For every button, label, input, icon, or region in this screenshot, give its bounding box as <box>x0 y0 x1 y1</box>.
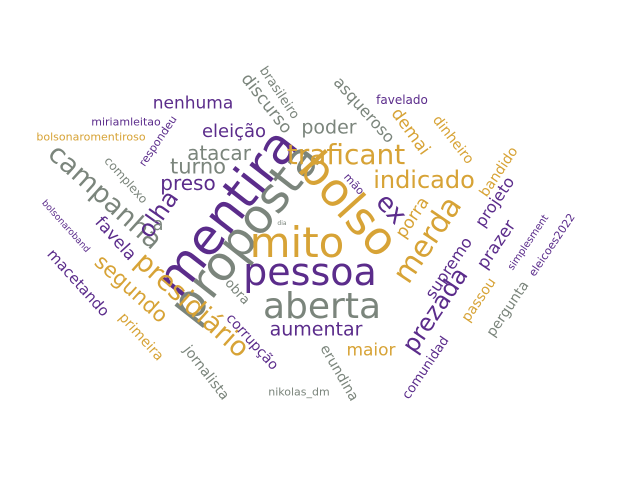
word-maior: maior <box>346 340 396 361</box>
word-aumentar: aumentar <box>269 318 363 341</box>
word-miriamleitao: miriamleitao <box>91 115 161 129</box>
word-poder: poder <box>301 116 357 139</box>
word-mito: mito <box>249 218 345 267</box>
word-favelado: favelado <box>376 93 428 107</box>
word-bolsonaroband: bolsonaroband <box>39 198 92 255</box>
word-turno: turno <box>170 154 226 179</box>
word-pessoa: pessoa <box>243 250 377 294</box>
word-aberta: aberta <box>262 286 382 327</box>
word-preso: preso <box>160 171 216 195</box>
word-indicado: indicado <box>373 166 475 194</box>
word-traficant: traficant <box>286 138 406 171</box>
word-eleicao: eleição <box>201 121 267 142</box>
word-nenhuma: nenhuma <box>152 93 234 114</box>
word-nikolas-dm: nikolas_dm <box>268 385 330 399</box>
word-atacar: atacar <box>187 141 251 165</box>
word-dia: dia <box>277 220 287 227</box>
word-dinheiro: dinheiro <box>429 112 477 168</box>
word-bolsonaromentiroso: bolsonaromentiroso <box>36 130 146 144</box>
word-a: a <box>152 214 164 235</box>
